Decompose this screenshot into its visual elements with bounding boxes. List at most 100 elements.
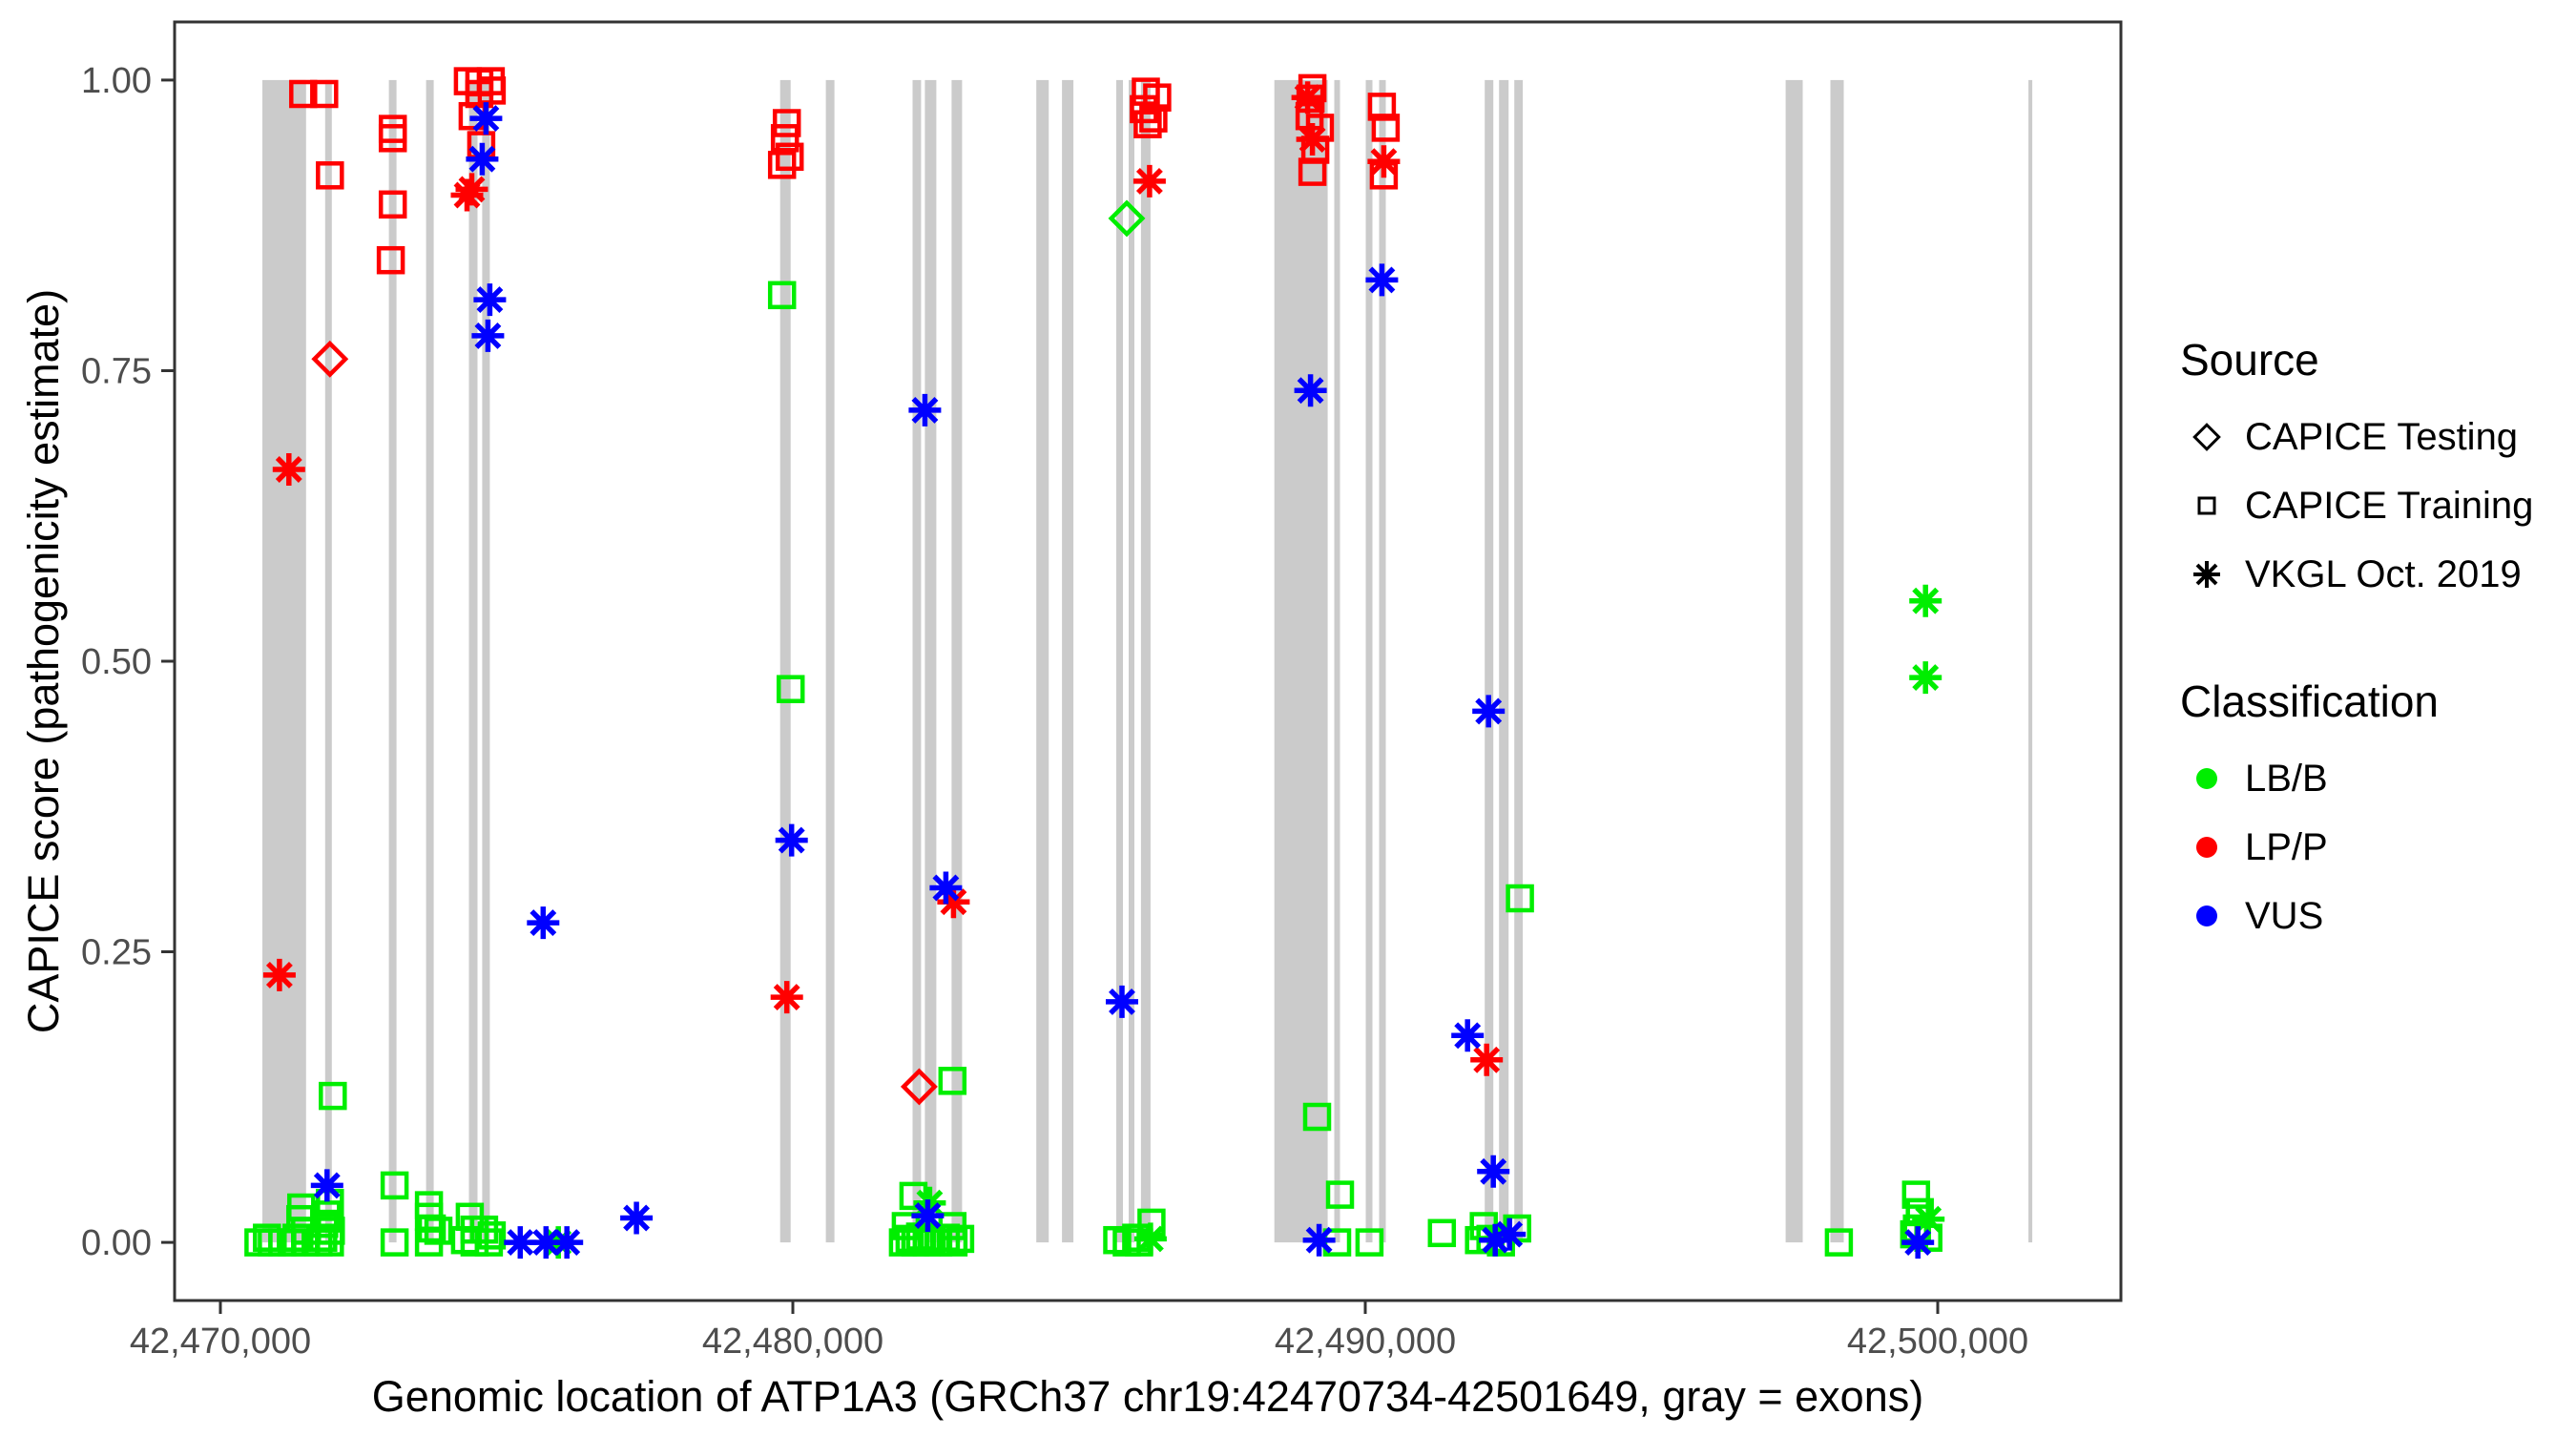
data-point-asterisk	[310, 1169, 343, 1202]
data-point-asterisk	[1493, 1217, 1527, 1251]
data-point-asterisk	[1133, 1222, 1167, 1256]
data-point-asterisk	[911, 1199, 945, 1233]
exon-band	[262, 79, 306, 1243]
data-point-asterisk	[1106, 985, 1138, 1018]
exon-band	[482, 79, 490, 1243]
exon-band	[1129, 79, 1134, 1243]
data-point-asterisk	[1909, 661, 1942, 695]
legend-source-title: Source	[2180, 335, 2319, 385]
series	[1108, 199, 1146, 238]
data-point-square	[378, 190, 407, 219]
data-point-square	[945, 1224, 975, 1254]
square-icon	[2180, 487, 2233, 525]
exon-band	[2028, 79, 2033, 1243]
exon-band	[468, 79, 478, 1243]
data-point-square	[477, 1221, 507, 1250]
exon-band	[951, 79, 963, 1243]
exon-band	[1379, 79, 1386, 1243]
data-point-square	[931, 1223, 961, 1252]
exon-band	[388, 79, 397, 1243]
data-point-square	[1427, 1218, 1457, 1248]
data-point-square	[1325, 1180, 1355, 1209]
legend-item-source-0: CAPICE Testing	[2180, 403, 2571, 471]
data-point-asterisk	[504, 1226, 537, 1259]
data-point-asterisk	[1909, 584, 1942, 617]
y-axis-title: CAPICE score (pathogenicity estimate)	[19, 288, 68, 1034]
data-point-asterisk	[1302, 1223, 1336, 1257]
y-tick-label: 0.50	[81, 642, 152, 682]
exon-band	[1036, 79, 1049, 1243]
data-point-square	[776, 675, 805, 703]
data-point-asterisk	[770, 981, 803, 1014]
series	[262, 81, 1504, 1076]
data-point-asterisk	[1477, 1155, 1510, 1188]
data-point-square	[319, 1081, 347, 1111]
exon-band	[1334, 79, 1340, 1243]
data-point-asterisk	[262, 958, 296, 991]
legend-item-classification-1: LP/P	[2180, 813, 2571, 882]
legend-item-label: LP/P	[2245, 825, 2328, 868]
data-point-asterisk	[1132, 164, 1166, 198]
x-tick-label: 42,470,000	[130, 1322, 311, 1362]
data-point-square	[378, 124, 407, 153]
legend-item-classification-0: LB/B	[2180, 744, 2571, 813]
series	[542, 584, 1945, 1259]
data-point-square	[380, 1228, 409, 1257]
data-point-asterisk	[466, 142, 499, 176]
data-point-asterisk	[929, 871, 963, 905]
data-point-asterisk	[450, 178, 484, 212]
data-point-square	[938, 1067, 967, 1095]
series	[289, 67, 1401, 275]
data-point-asterisk	[1294, 374, 1327, 407]
diamond-icon	[2180, 418, 2233, 456]
data-point-square	[767, 281, 797, 310]
legend-classification-title: Classification	[2180, 676, 2439, 726]
exon-band	[1274, 79, 1328, 1243]
data-point-asterisk	[1901, 1226, 1935, 1259]
data-point-asterisk	[473, 283, 507, 317]
exon-band	[779, 79, 791, 1243]
data-point-asterisk	[1365, 263, 1399, 297]
data-point-square	[316, 161, 344, 190]
data-point-square	[289, 79, 318, 109]
legend-item-source-1: CAPICE Training	[2180, 471, 2571, 540]
legend-item-classification-2: VUS	[2180, 882, 2571, 950]
circle-icon	[2180, 828, 2233, 866]
data-point-asterisk	[1451, 1019, 1485, 1052]
circle-icon	[2180, 897, 2233, 935]
asterisk-icon	[2180, 555, 2233, 593]
exon-band	[1140, 79, 1151, 1243]
data-point-asterisk	[1367, 145, 1401, 178]
data-point-diamond	[1108, 199, 1146, 238]
data-point-asterisk	[471, 319, 505, 352]
data-point-square	[1130, 94, 1158, 124]
data-point-square	[380, 1171, 409, 1200]
data-point-asterisk	[620, 1201, 654, 1235]
data-point-square	[1133, 110, 1162, 138]
data-point-square	[1506, 884, 1534, 913]
x-axis-title: Genomic location of ATP1A3 (GRCh37 chr19…	[371, 1372, 1924, 1421]
legend-item-label: CAPICE Testing	[2245, 415, 2519, 458]
data-point-diamond	[311, 340, 349, 378]
data-point-asterisk	[1291, 81, 1324, 114]
exon-band	[1365, 79, 1373, 1243]
data-point-square	[474, 1228, 504, 1257]
exon-band	[1062, 79, 1074, 1243]
data-point-asterisk	[937, 885, 970, 919]
data-point-square	[317, 1217, 345, 1245]
series	[244, 281, 1942, 1257]
data-point-square	[1901, 1180, 1931, 1209]
exon-band	[825, 79, 835, 1243]
exon-band	[426, 79, 434, 1243]
series	[311, 340, 938, 1106]
data-point-asterisk	[775, 823, 808, 857]
exon-band	[1116, 79, 1123, 1243]
exon-band	[1514, 79, 1524, 1243]
y-tick-label: 1.00	[81, 61, 152, 101]
legend-item-label: CAPICE Training	[2245, 484, 2534, 527]
data-point-square	[310, 79, 339, 109]
y-tick-label: 0.25	[81, 933, 152, 973]
exon-band	[1785, 79, 1803, 1243]
data-point-square	[772, 109, 801, 137]
